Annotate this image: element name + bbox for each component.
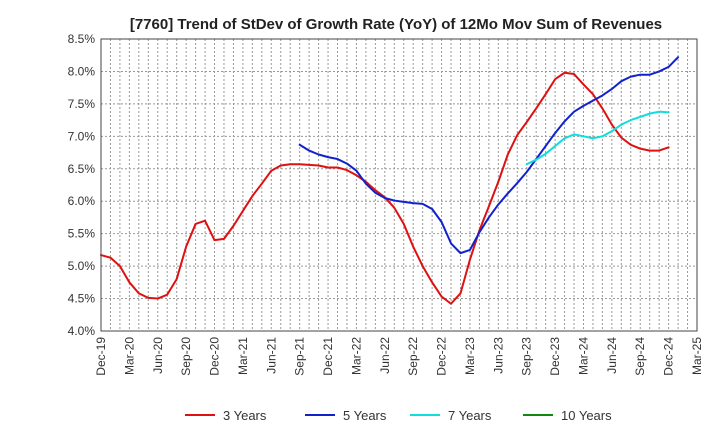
grid-layer bbox=[100, 38, 698, 332]
x-tick-label: Mar-23 bbox=[463, 337, 477, 375]
y-tick-label: 8.0% bbox=[68, 64, 96, 78]
x-tick-label: Mar-24 bbox=[576, 337, 590, 375]
x-tick-label: Dec-24 bbox=[662, 337, 676, 376]
x-tick-label: Sep-20 bbox=[179, 337, 193, 376]
x-tick-label: Mar-22 bbox=[349, 337, 363, 375]
x-tick-label: Sep-23 bbox=[520, 337, 534, 376]
x-tick-label: Dec-20 bbox=[208, 337, 222, 376]
x-tick-label: Dec-22 bbox=[435, 337, 449, 376]
y-tick-label: 6.5% bbox=[68, 162, 96, 176]
legend: 3 Years 5 Years 7 Years 10 Years bbox=[185, 408, 612, 423]
x-tick-label: Dec-21 bbox=[321, 337, 335, 376]
y-tick-label: 6.0% bbox=[68, 194, 96, 208]
chart-title: [7760] Trend of StDev of Growth Rate (Yo… bbox=[130, 16, 662, 33]
y-tick-label: 4.0% bbox=[68, 324, 96, 338]
series-layer bbox=[100, 56, 680, 305]
x-tick-label: Sep-22 bbox=[406, 337, 420, 376]
x-tick-label: Sep-21 bbox=[293, 337, 307, 376]
legend-label-5-years: 5 Years bbox=[343, 408, 387, 423]
y-tick-label: 8.5% bbox=[68, 32, 96, 46]
y-tick-label: 5.0% bbox=[68, 259, 96, 273]
y-tick-label: 4.5% bbox=[68, 292, 96, 306]
y-tick-label: 7.0% bbox=[68, 129, 96, 143]
x-tick-label: Mar-25 bbox=[690, 337, 704, 375]
x-tick-label: Jun-22 bbox=[378, 337, 392, 374]
x-tick-label: Jun-24 bbox=[605, 337, 619, 374]
x-tick-label: Jun-20 bbox=[151, 337, 165, 374]
legend-label-3-years: 3 Years bbox=[223, 408, 267, 423]
legend-label-7-years: 7 Years bbox=[448, 408, 492, 423]
series-line-7-years bbox=[525, 110, 670, 166]
y-tick-label: 7.5% bbox=[68, 97, 96, 111]
x-tick-label: Dec-23 bbox=[548, 337, 562, 376]
x-tick-label: Mar-21 bbox=[236, 337, 250, 375]
legend-label-10-years: 10 Years bbox=[561, 408, 612, 423]
x-axis-ticks: Dec-19 Mar-20 Jun-20 Sep-20 Dec-20 Mar-21 Jun-… bbox=[94, 337, 704, 376]
x-tick-label: Dec-19 bbox=[94, 337, 108, 376]
plot-area-border bbox=[100, 38, 698, 332]
series-line-5-years bbox=[298, 56, 680, 255]
x-tick-label: Jun-23 bbox=[491, 337, 505, 374]
y-axis-ticks: 4.0% 4.5% 5.0% 5.5% 6.0% 6.5% 7.0% 7.5% 8.0% 8.5% bbox=[68, 32, 96, 338]
x-tick-label: Jun-21 bbox=[264, 337, 278, 374]
x-tick-label: Sep-24 bbox=[633, 337, 647, 376]
x-tick-label: Mar-20 bbox=[122, 337, 136, 375]
y-tick-label: 5.5% bbox=[68, 227, 96, 241]
